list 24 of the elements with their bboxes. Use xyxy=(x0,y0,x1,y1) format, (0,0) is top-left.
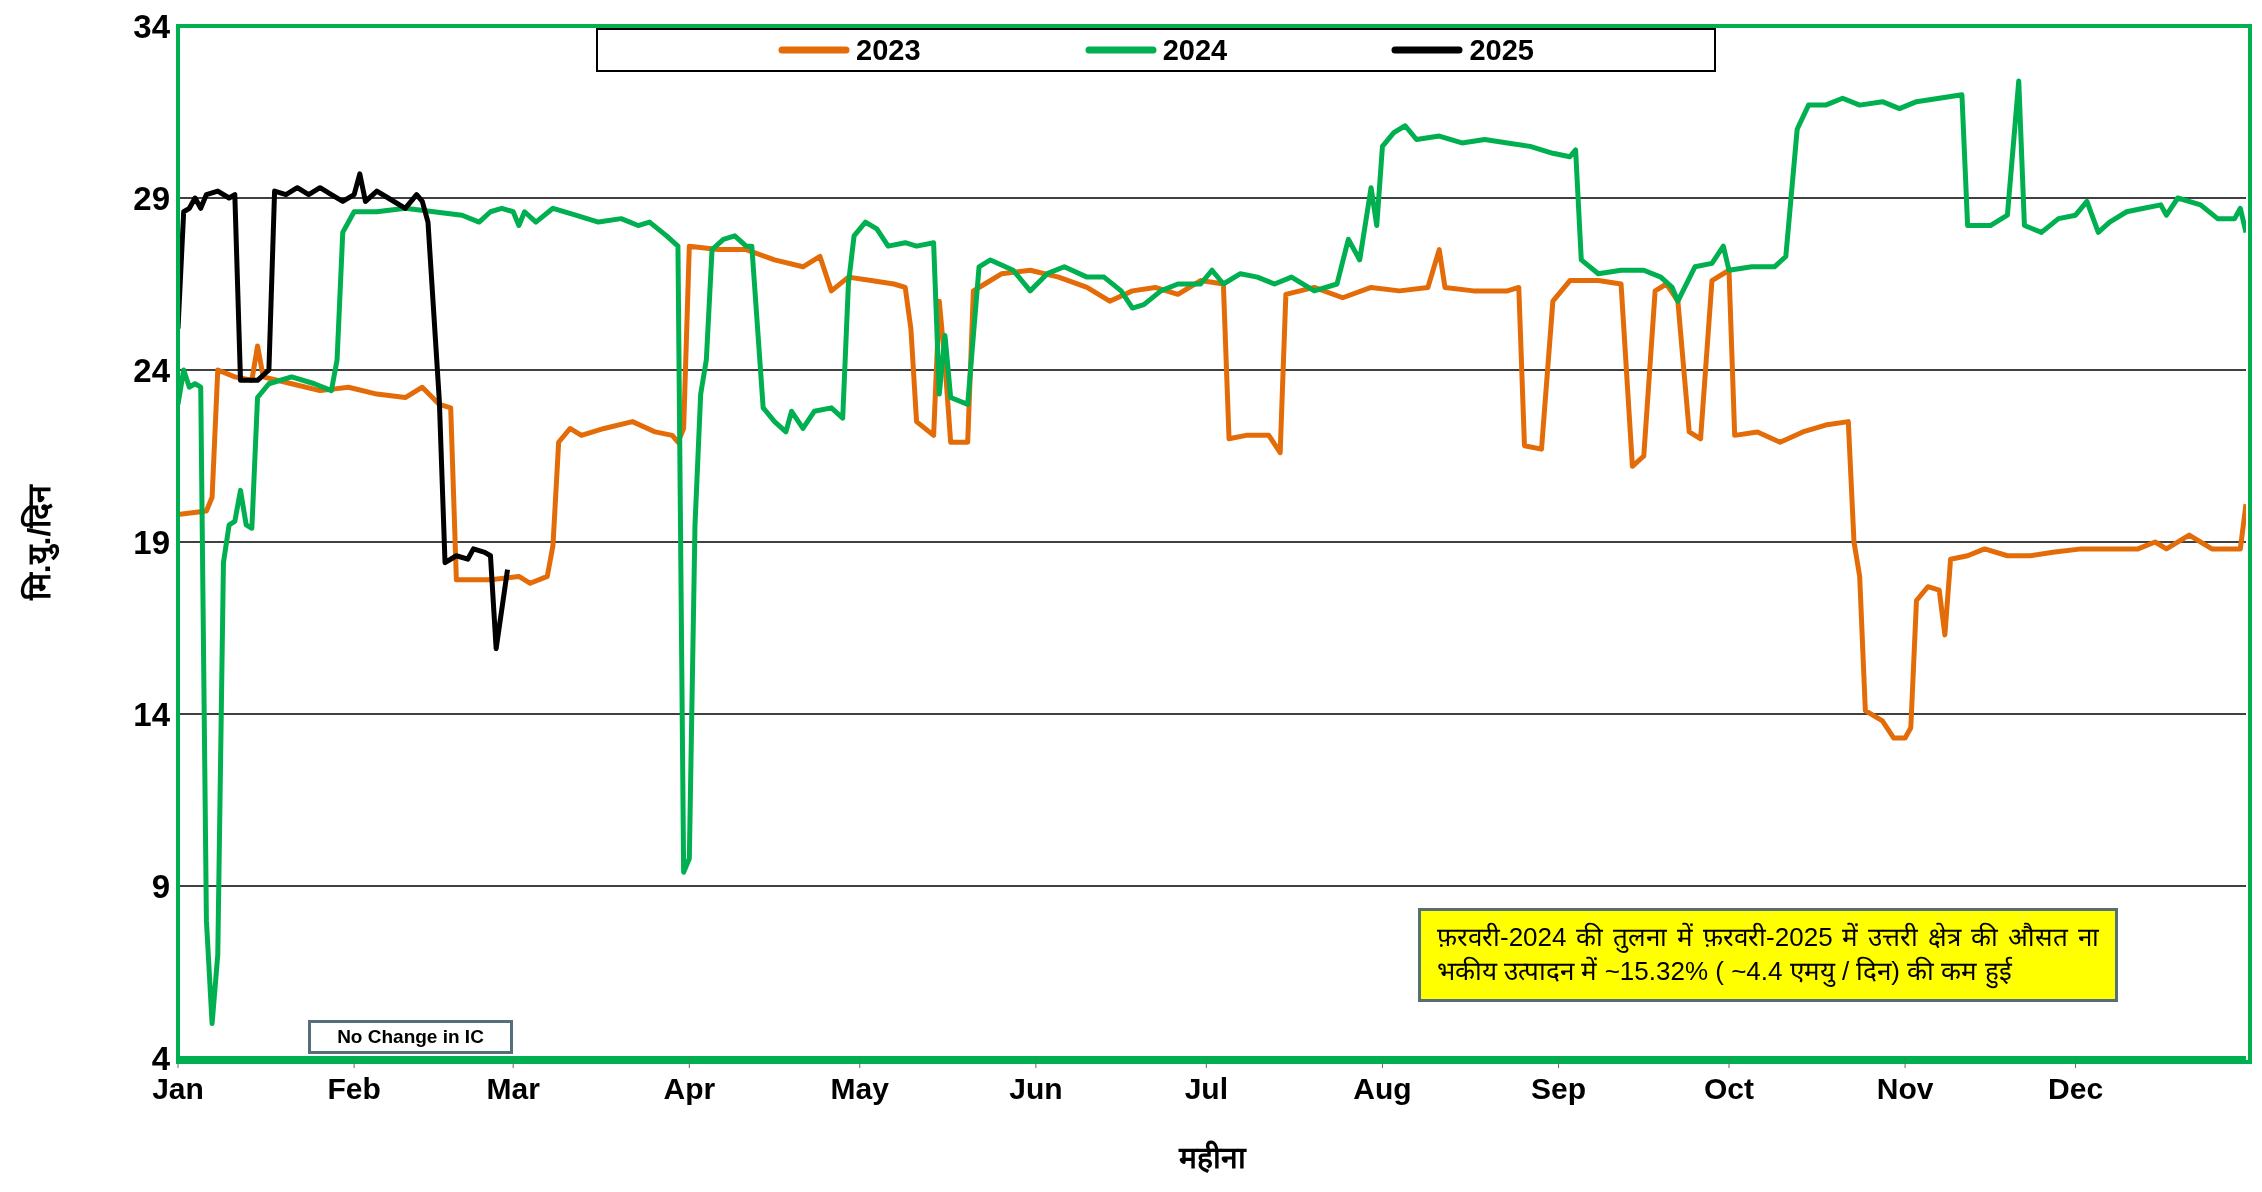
x-tick-label: Sep xyxy=(1531,1072,1587,1106)
x-tick-label: Mar xyxy=(486,1072,541,1106)
x-tick-label: Jun xyxy=(1009,1072,1063,1106)
legend-label: 2025 xyxy=(1469,33,1534,67)
y-axis-title: मि.यु./दिन xyxy=(19,484,60,600)
annotation: No Change in IC xyxy=(308,1020,513,1054)
y-tick-label: 9 xyxy=(151,867,170,905)
x-tick-label: Oct xyxy=(1703,1072,1755,1106)
legend-label: 2024 xyxy=(1162,33,1228,67)
x-tick-label: Nov xyxy=(1876,1072,1934,1106)
legend-label: 2023 xyxy=(856,33,921,67)
x-tick-label: Aug xyxy=(1353,1072,1412,1106)
x-tick-label: Feb xyxy=(327,1072,381,1106)
annotation: फ़रवरी-2024 की तुलना में फ़रवरी-2025 में उत्तरी क्षेत्र की औसत ना भकीय उत्पादन में ~15.32% ( ~4.4 एमयु / दिन) की कम हुई xyxy=(1418,908,2118,1002)
y-tick-label: 34 xyxy=(133,7,171,45)
y-tick-label: 19 xyxy=(133,523,170,561)
y-tick-label: 24 xyxy=(133,351,171,389)
x-tick-label: Dec xyxy=(2048,1072,2104,1106)
x-tick-label: Jul xyxy=(1184,1072,1228,1106)
x-tick-label: Apr xyxy=(663,1072,716,1106)
y-tick-label: 29 xyxy=(133,179,170,217)
y-tick-label: 14 xyxy=(133,695,171,733)
x-axis-title: महीना xyxy=(1177,1139,1248,1176)
x-tick-label: May xyxy=(830,1072,890,1106)
